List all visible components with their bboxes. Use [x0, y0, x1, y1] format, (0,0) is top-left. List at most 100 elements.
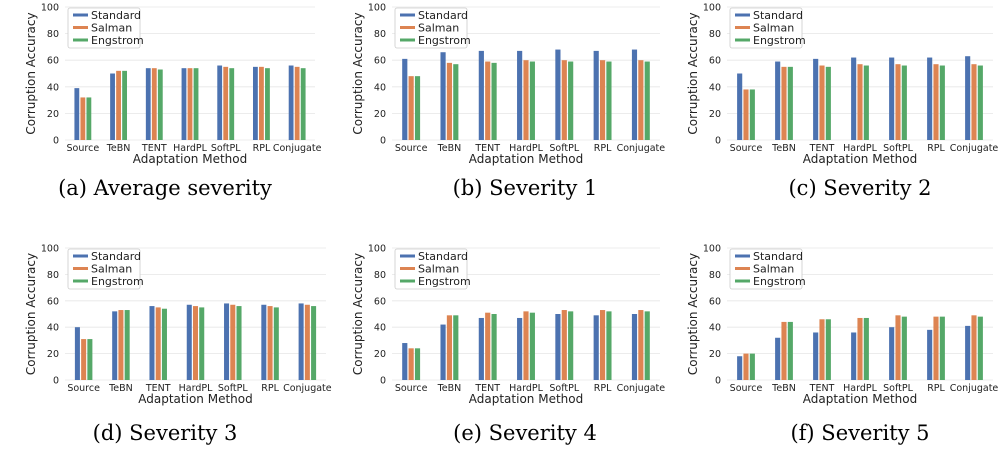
bar-engstrom-hardpl	[863, 317, 869, 380]
bar-engstrom-softpl	[229, 68, 235, 140]
bar-standard-conjugate	[631, 314, 638, 380]
y-tick-label: 60	[47, 296, 59, 307]
x-tick-label: TeBN	[108, 383, 133, 394]
legend-entry: Standard	[418, 250, 468, 263]
legend-box	[67, 248, 141, 290]
bar-standard-tent	[813, 58, 819, 141]
x-tick-label: RPL	[927, 383, 945, 394]
y-tick-label: 80	[47, 29, 59, 40]
x-tick-label: RPL	[253, 143, 271, 154]
x-tick-label: HardPL	[173, 143, 207, 154]
bar-salman-tebn	[116, 70, 121, 140]
bar-standard-softpl	[889, 57, 895, 140]
bar-standard-conjugate	[965, 325, 971, 380]
bar-standard-rpl	[927, 57, 933, 140]
panel-caption: (d) Severity 3	[93, 421, 238, 445]
bar-standard-tent	[149, 306, 155, 380]
bar-salman-rpl	[599, 310, 606, 380]
bar-engstrom-hardpl	[863, 65, 869, 140]
y-tick-label: 20	[47, 349, 59, 360]
legend-entry: Engstrom	[418, 275, 471, 288]
x-tick-label: TeBN	[437, 383, 462, 394]
bar-engstrom-hardpl	[199, 307, 205, 380]
bar-salman-conjugate	[971, 315, 977, 380]
bar-engstrom-tebn	[122, 70, 128, 140]
bar-standard-conjugate	[288, 65, 294, 140]
legend-entry: Standard	[418, 9, 468, 22]
y-tick-label: 20	[47, 109, 59, 120]
bar-standard-tebn	[112, 311, 118, 380]
x-tick-label: TeBN	[106, 143, 131, 154]
bar-standard-conjugate	[631, 49, 638, 141]
bar-standard-rpl	[593, 50, 599, 140]
x-tick-label: HardPL	[843, 383, 877, 394]
bar-standard-tent	[478, 317, 484, 380]
legend-entry: Salman	[418, 22, 459, 35]
x-tick-label: RPL	[594, 143, 612, 154]
y-tick-label: 60	[374, 56, 386, 67]
x-tick-label: HardPL	[179, 383, 213, 394]
legend-box	[67, 7, 141, 49]
y-axis-label: Corruption Accuracy	[686, 253, 700, 375]
y-tick-label: 0	[715, 376, 721, 387]
bar-salman-softpl	[223, 66, 229, 140]
bar-salman-rpl	[259, 66, 264, 140]
x-tick-label: TeBN	[771, 383, 796, 394]
bar-standard-tebn	[440, 324, 446, 380]
bar-standard-softpl	[889, 327, 895, 380]
legend-box	[394, 7, 468, 49]
bar-salman-hardpl	[187, 68, 193, 140]
legend-entry: Engstrom	[91, 34, 144, 47]
bar-engstrom-source	[749, 353, 755, 380]
bar-standard-source	[737, 356, 743, 380]
bar-engstrom-rpl	[939, 316, 945, 380]
y-tick-label: 40	[709, 82, 721, 93]
y-axis-label: Corruption Accuracy	[24, 253, 38, 375]
bar-standard-softpl	[224, 303, 230, 380]
bar-salman-conjugate	[638, 60, 644, 141]
x-tick-label: SoftPL	[549, 383, 579, 394]
x-tick-label: Conjugate	[617, 383, 666, 394]
x-tick-label: Conjugate	[283, 383, 332, 394]
legend-entry: Salman	[418, 263, 459, 276]
x-axis-label: Adaptation Method	[138, 392, 252, 406]
bar-engstrom-softpl	[568, 61, 574, 140]
bar-salman-source	[408, 76, 414, 140]
y-tick-label: 60	[374, 296, 386, 307]
x-tick-label: TENT	[809, 143, 835, 154]
bar-standard-hardpl	[851, 332, 857, 380]
bar-engstrom-softpl	[568, 311, 574, 380]
bar-salman-source	[743, 353, 749, 380]
bar-standard-softpl	[217, 65, 223, 140]
x-tick-label: Source	[395, 383, 428, 394]
x-tick-label: SoftPL	[883, 383, 913, 394]
bar-standard-source	[74, 88, 80, 140]
x-tick-label: Conjugate	[273, 143, 322, 154]
y-tick-label: 100	[41, 244, 59, 255]
bar-standard-source	[74, 327, 80, 380]
bar-standard-softpl	[555, 314, 561, 380]
bar-engstrom-softpl	[901, 65, 907, 140]
bar-engstrom-source	[87, 339, 93, 380]
legend-entry: Engstrom	[91, 275, 144, 288]
panel-caption: (a) Average severity	[58, 176, 272, 200]
bar-salman-tebn	[781, 66, 787, 140]
y-tick-label: 60	[709, 296, 721, 307]
panel-caption: (e) Severity 4	[453, 421, 597, 445]
bar-salman-hardpl	[523, 311, 529, 380]
bar-engstrom-tent	[157, 69, 163, 140]
bar-engstrom-hardpl	[193, 68, 199, 140]
bar-standard-hardpl	[851, 57, 857, 140]
bar-salman-source	[81, 339, 87, 380]
y-tick-label: 80	[709, 270, 721, 281]
legend-entry: Engstrom	[753, 34, 806, 47]
bar-standard-hardpl	[517, 50, 523, 140]
bar-engstrom-tent	[161, 308, 167, 380]
bar-standard-tent	[478, 50, 484, 140]
bar-standard-tebn	[110, 73, 115, 140]
y-tick-label: 80	[709, 29, 721, 40]
bar-engstrom-tebn	[453, 64, 459, 140]
bar-engstrom-source	[414, 348, 421, 380]
